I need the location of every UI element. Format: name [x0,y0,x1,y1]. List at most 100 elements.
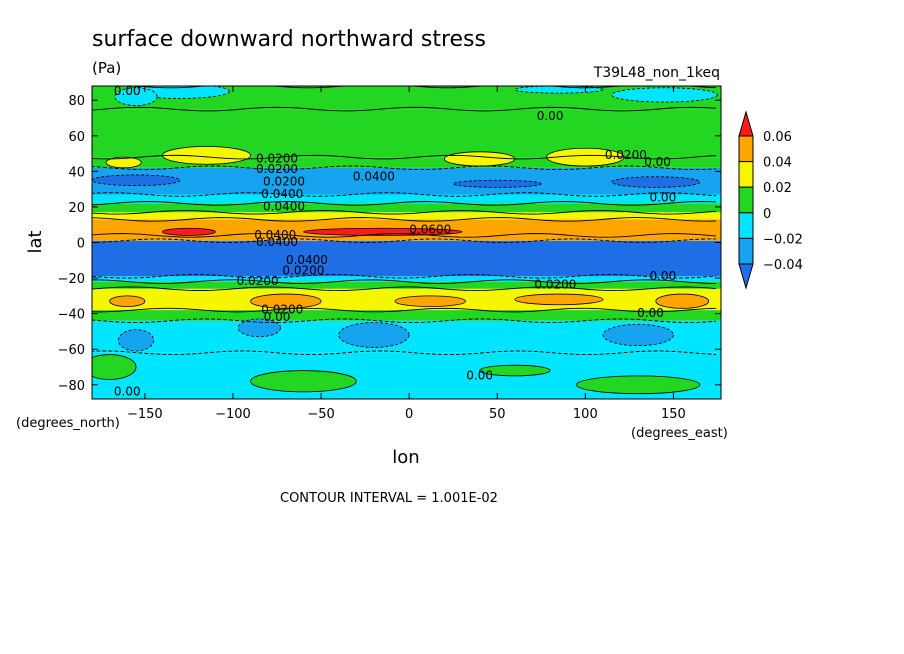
x-axis-label: lon [392,447,419,468]
contour-label-2: 0.0200 [256,151,298,165]
zonal-band-8 [92,219,721,236]
contour-label-0: 0.00 [114,84,141,98]
contour-feature-13 [109,295,146,307]
colorbar-label-5: 0.06 [763,130,792,145]
contour-feature-18 [118,329,155,352]
contour-feature-17 [655,293,710,309]
contour-label-15: 0.0200 [282,264,324,278]
colorbar-label-3: 0.02 [763,181,792,196]
y-tick-label-3: −20 [58,272,85,287]
contour-feature-8 [92,174,181,186]
colorbar: 0.06 0.04 0.02 0 −0.02 −0.04 [738,110,803,290]
contour-feature-6 [443,151,516,167]
contour-label-18: 0.00 [649,269,676,283]
x-tick-label-6: 150 [661,407,686,422]
zonal-band-7 [92,235,721,241]
contour-feature-20 [338,322,410,348]
chart-title: surface downward northward stress [92,27,486,52]
contour-feature-1 [114,87,158,106]
contour-feature-16 [514,293,604,306]
colorbar-box-3 [738,186,754,214]
x-tick-label-1: −100 [215,407,251,422]
contour-label-19: 0.0200 [261,303,303,317]
contour-line-13 [92,154,717,160]
zonal-band-11 [92,194,721,204]
contour-feature-9 [611,176,701,188]
contour-line-15 [92,86,717,89]
contour-line-10 [92,201,717,206]
y-axis-label: lat [25,230,46,253]
y-tick-label-5: 20 [68,201,85,216]
colorbar-label-4: 0.04 [763,156,792,171]
contour-label-22: 0.00 [466,368,493,382]
run-label: T39L48_non_1keq [593,65,720,81]
zonal-band-2 [92,310,721,321]
contour-label-12: 0.0400 [254,228,296,242]
colorbar-label-0: −0.04 [763,258,803,273]
contour-label-20: 0.00 [264,310,291,324]
x-axis: −150 −100 −50 0 50 100 150 [127,86,686,422]
x-tick-label-3: 0 [405,407,413,422]
contour-feature-24 [576,375,701,395]
contour-label-23: 0.00 [114,384,141,398]
colorbar-box-1 [738,237,754,265]
contour-label-13: 0.0400 [256,235,298,249]
x-tick-label-0: −150 [127,407,163,422]
colorbar-box-5 [738,135,754,163]
contour-line-11 [92,192,717,197]
contour-line-9 [92,210,717,215]
contour-line-2 [92,307,717,313]
colorbar-box-4 [738,161,754,188]
contour-line-5 [92,274,717,279]
contour-interval-note: CONTOUR INTERVAL = 1.001E-02 [280,491,498,506]
colorbar-box-2 [738,212,754,239]
contour-feature-25 [479,364,551,377]
contour-line-0 [92,350,717,356]
contour-feature-19 [237,318,281,338]
contour-label-9: 0.0400 [261,187,303,201]
y-tick-label-7: 60 [68,130,85,145]
contour-line-12 [92,165,717,171]
contour-feature-11 [162,227,216,236]
contour-feature-21 [602,323,674,347]
contour-label-21: 0.00 [637,306,664,320]
contour-line-1 [92,318,717,324]
y-tick-label-1: −60 [58,343,85,358]
contour-label-1: 0.00 [537,109,564,123]
colorbar-label-1: −0.02 [763,232,803,247]
plot-area [92,86,721,399]
contour-feature-22 [92,354,137,380]
contour-label-5: 0.0200 [256,162,298,176]
y-tick-label-2: −40 [58,308,85,323]
contour-line-14 [92,106,717,112]
zonal-band-10 [92,203,721,213]
zonal-band-5 [92,276,721,282]
contour-label-8: 0.00 [649,191,676,205]
contour-feature-14 [250,293,322,309]
contour-label-11: 0.0600 [409,223,451,237]
contour-label-4: 0.00 [644,155,671,169]
contour-line-7 [92,233,717,238]
y-axis: −80 −60 −40 −20 0 20 40 60 80 [58,94,721,394]
contour-feature-15 [394,295,466,307]
zonal-band-9 [92,212,721,220]
contour-label-3: 0.0200 [605,148,647,162]
y-tick-label-8: 80 [68,94,85,109]
contour-line-6 [92,238,717,243]
contour-line-3 [92,286,717,291]
contour-feature-2 [611,87,718,103]
x-units-label: (degrees_east) [631,426,728,441]
contour-feature-12 [303,227,463,236]
contour-label-7: 0.0400 [353,169,395,183]
units-label: (Pa) [92,59,121,77]
zonal-band-6 [92,240,721,277]
contour-label-6: 0.0200 [263,175,305,189]
contour-line-4 [92,279,717,284]
contour-line-8 [92,217,717,222]
contour-label-16: 0.0200 [237,274,279,288]
contour-feature-10 [452,179,542,188]
contour-feature-23 [250,370,357,393]
x-tick-label-2: −50 [307,407,334,422]
contour-label-14: 0.0400 [286,253,328,267]
